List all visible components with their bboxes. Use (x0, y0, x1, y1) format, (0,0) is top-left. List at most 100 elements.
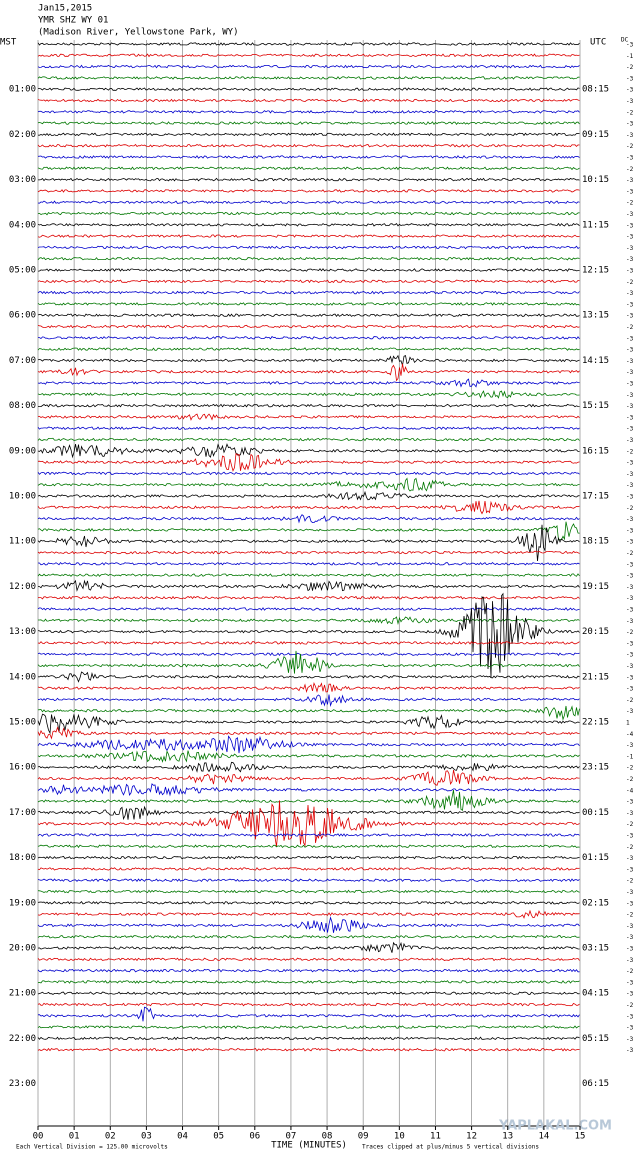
dc-offset: -3 (626, 1047, 634, 1054)
hour-label-utc: 18:15 (582, 537, 609, 547)
trace (37, 595, 580, 600)
dc-offset: -2 (626, 143, 634, 150)
trace (37, 934, 580, 939)
trace (37, 121, 580, 125)
dc-offset: -3 (626, 810, 634, 817)
dc-offset: -2 (626, 776, 634, 783)
dc-offset: -3 (626, 234, 634, 241)
trace (37, 735, 580, 754)
hour-label-utc: 15:15 (582, 401, 609, 411)
trace (37, 490, 580, 501)
trace (37, 189, 580, 193)
trace (37, 109, 580, 114)
dc-offset: -3 (626, 313, 634, 320)
x-tick-label: 03 (141, 1132, 152, 1142)
hour-label-utc: 22:15 (582, 718, 609, 728)
dc-offset: -3 (626, 1036, 634, 1043)
trace (37, 443, 580, 459)
trace (37, 363, 580, 382)
dc-offset: -3 (626, 437, 634, 444)
hour-label-utc: 20:15 (582, 627, 609, 637)
trace (37, 573, 580, 577)
hour-label-utc: 06:15 (582, 1079, 609, 1089)
trace (37, 889, 580, 894)
dc-offset: -3 (626, 358, 634, 365)
dc-offset: -2 (626, 968, 634, 975)
trace (37, 200, 580, 205)
dc-offset: -2 (626, 200, 634, 207)
dc-offset: -3 (626, 516, 634, 523)
trace (37, 1006, 580, 1022)
header-location: (Madison River, Yellowstone Park, WY) (38, 28, 238, 38)
hour-label-utc: 10:15 (582, 175, 609, 185)
dc-offset: -3 (626, 652, 634, 659)
dc-offset: -3 (626, 900, 634, 907)
hour-label-mst: 07:00 (9, 356, 36, 366)
trace (37, 211, 580, 216)
dc-offset: -3 (626, 121, 634, 128)
dc-offset: -3 (626, 686, 634, 693)
dc-offset: -3 (626, 268, 634, 275)
trace (37, 694, 580, 707)
trace (37, 302, 580, 306)
hour-label-utc: 05:15 (582, 1034, 609, 1044)
trace (37, 1047, 580, 1052)
hour-label-utc: 12:15 (582, 266, 609, 276)
trace (37, 878, 580, 883)
dc-offset: -3 (626, 640, 634, 647)
trace (37, 426, 580, 430)
dc-offset: -2 (626, 109, 634, 116)
dc-offset: -3 (626, 290, 634, 297)
x-tick-label: 00 (33, 1132, 44, 1142)
trace (37, 389, 580, 399)
dc-offset: -3 (626, 866, 634, 873)
dc-offset: -3 (626, 799, 634, 806)
dc-offset: -2 (626, 448, 634, 455)
dc-offset: -3 (626, 381, 634, 388)
hour-label-mst: 02:00 (9, 130, 36, 140)
x-tick-label: 09 (358, 1132, 369, 1142)
dc-offset: -3 (626, 222, 634, 229)
dc-offset: -2 (626, 697, 634, 704)
dc-offset: -2 (626, 550, 634, 557)
hour-label-utc: 13:15 (582, 311, 609, 321)
trace (37, 713, 580, 735)
hour-label-mst: 04:00 (9, 220, 36, 230)
watermark: YAPLAKAL.COM (498, 1119, 612, 1134)
trace (37, 641, 580, 645)
x-tick-label: 11 (430, 1132, 441, 1142)
footer-left: Each Vertical Division = 125.00 microvol… (16, 1144, 168, 1151)
dc-offset: -3 (626, 132, 634, 139)
hour-label-utc: 17:15 (582, 492, 609, 502)
dc-offset: -3 (626, 75, 634, 82)
trace (37, 234, 580, 238)
dc-offset: -3 (626, 392, 634, 399)
dc-offset: -3 (626, 42, 634, 49)
trace (38, 616, 580, 625)
dc-label: DC (621, 37, 629, 44)
trace (37, 53, 580, 58)
dc-offset: -3 (626, 87, 634, 94)
dc-offset: -3 (626, 426, 634, 433)
trace (37, 222, 580, 227)
hour-label-utc: 11:15 (582, 220, 609, 230)
dc-offset: -1 (626, 53, 634, 60)
hour-label-utc: 19:15 (582, 582, 609, 592)
trace (37, 770, 580, 786)
trace (37, 336, 580, 340)
trace (37, 783, 580, 797)
dc-offset: -3 (626, 663, 634, 670)
trace (37, 941, 580, 953)
x-tick-label: 01 (69, 1132, 80, 1142)
dc-offset: -3 (626, 471, 634, 478)
dc-offset: -2 (626, 821, 634, 828)
trace (37, 592, 580, 678)
dc-offset: -4 (626, 731, 634, 738)
x-tick-label: 13 (502, 1132, 513, 1142)
hour-label-mst: 06:00 (9, 311, 36, 321)
dc-offset: -2 (626, 1002, 634, 1009)
trace (37, 867, 580, 871)
trace (37, 550, 580, 555)
hour-label-mst: 23:00 (9, 1079, 36, 1089)
